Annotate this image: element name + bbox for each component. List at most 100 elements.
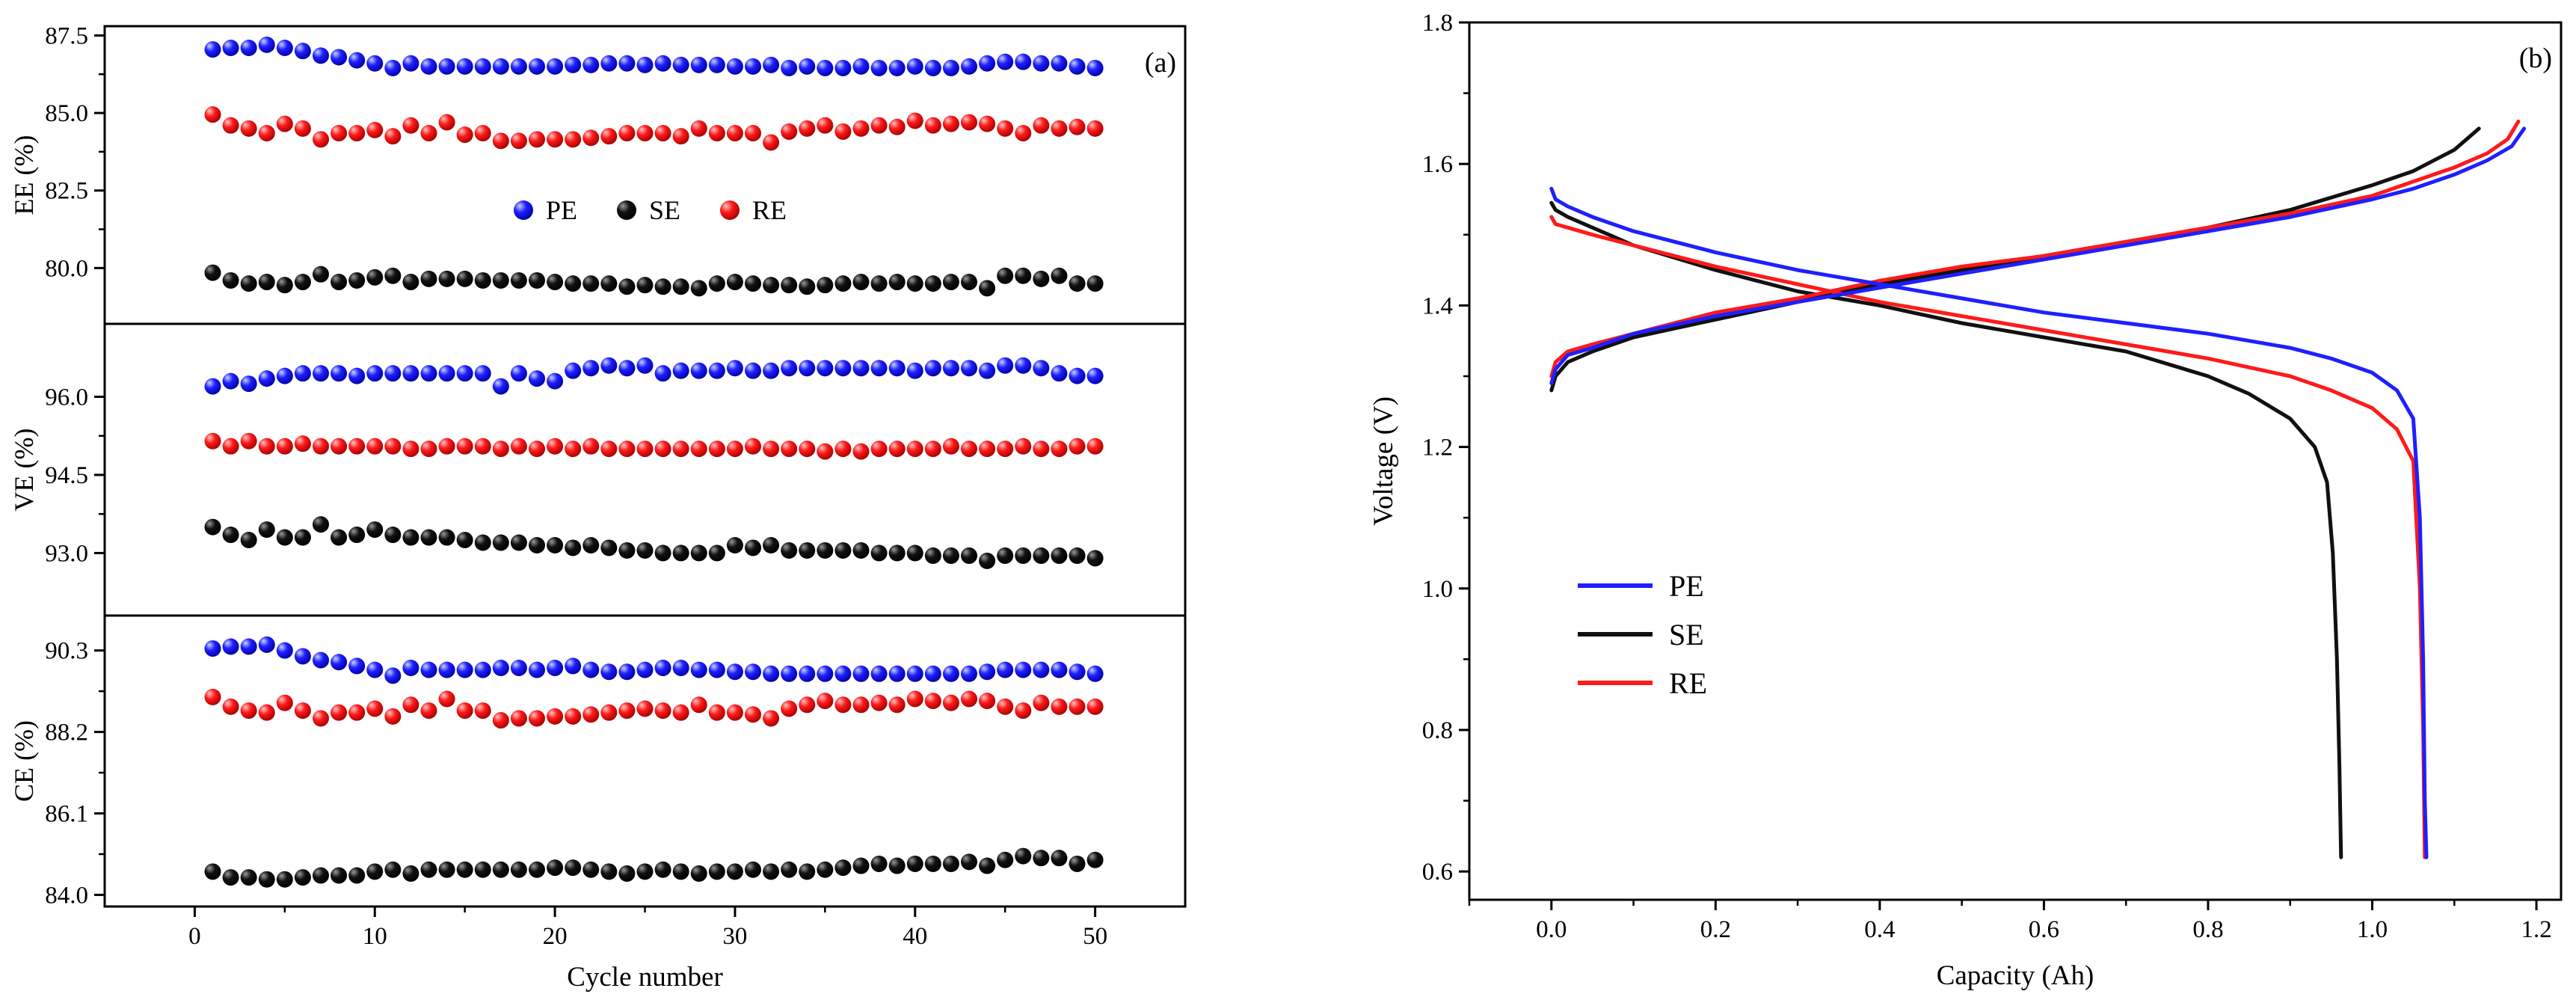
data-point bbox=[1015, 438, 1032, 455]
data-point bbox=[222, 272, 239, 289]
data-point bbox=[331, 125, 348, 142]
data-point bbox=[402, 865, 419, 882]
data-point bbox=[331, 529, 348, 546]
data-point bbox=[618, 441, 636, 458]
data-point bbox=[258, 274, 275, 291]
data-point bbox=[420, 861, 437, 878]
data-point bbox=[1015, 661, 1032, 678]
data-point bbox=[942, 115, 959, 132]
data-point bbox=[258, 370, 275, 387]
data-point bbox=[1069, 118, 1086, 135]
data-point bbox=[799, 278, 816, 295]
data-point bbox=[924, 275, 941, 292]
y-tick-label: 84.0 bbox=[45, 882, 88, 909]
data-point bbox=[294, 365, 311, 382]
data-point bbox=[529, 58, 545, 75]
x-tick-label: 0.0 bbox=[1536, 916, 1567, 943]
data-point bbox=[276, 642, 293, 659]
data-point bbox=[888, 696, 906, 714]
data-point bbox=[1051, 547, 1068, 564]
data-point bbox=[654, 278, 671, 295]
data-point bbox=[781, 665, 798, 682]
data-point bbox=[942, 360, 959, 377]
x-axis-label: Capacity (Ah) bbox=[1937, 960, 2094, 991]
data-point bbox=[348, 125, 366, 142]
data-point bbox=[474, 58, 491, 75]
data-point bbox=[456, 661, 473, 678]
data-point bbox=[582, 360, 600, 377]
data-point bbox=[331, 49, 348, 66]
data-point bbox=[258, 636, 275, 653]
data-point bbox=[492, 58, 509, 75]
data-point bbox=[420, 529, 437, 546]
data-point bbox=[420, 270, 437, 287]
x-tick-label: 10 bbox=[363, 923, 387, 950]
data-point bbox=[942, 665, 959, 682]
data-point bbox=[438, 58, 455, 75]
legend-label-se: SE bbox=[649, 195, 680, 225]
data-point bbox=[240, 275, 257, 292]
data-point bbox=[510, 365, 527, 382]
data-point bbox=[799, 441, 816, 458]
data-point bbox=[600, 704, 618, 721]
data-point bbox=[294, 869, 311, 886]
y-tick-label: 0.8 bbox=[1422, 717, 1453, 744]
data-point bbox=[384, 438, 402, 455]
y-tick-label: 90.3 bbox=[45, 638, 88, 665]
data-point bbox=[942, 855, 959, 872]
data-point bbox=[817, 117, 834, 134]
data-point bbox=[799, 863, 816, 880]
data-point bbox=[745, 663, 761, 681]
data-point bbox=[348, 52, 366, 69]
data-point bbox=[924, 855, 941, 872]
data-point bbox=[942, 547, 959, 564]
data-point bbox=[474, 272, 491, 289]
legend-marker-pe bbox=[514, 200, 533, 220]
data-point bbox=[384, 128, 402, 145]
data-point bbox=[997, 547, 1014, 564]
data-point bbox=[402, 365, 419, 382]
data-point bbox=[690, 545, 707, 562]
data-point bbox=[979, 441, 996, 458]
series-re-markers bbox=[204, 432, 1104, 460]
x-tick-label: 0.6 bbox=[2029, 916, 2059, 943]
data-point bbox=[510, 132, 527, 150]
series-pe-markers bbox=[204, 36, 1104, 76]
data-point bbox=[636, 700, 654, 717]
data-point bbox=[510, 534, 527, 551]
data-point bbox=[294, 120, 311, 137]
data-point bbox=[492, 861, 509, 878]
x-tick-label: 0.8 bbox=[2192, 916, 2223, 943]
data-point bbox=[906, 690, 923, 708]
data-point bbox=[852, 443, 870, 460]
series-pe-markers bbox=[204, 636, 1104, 684]
data-point bbox=[961, 665, 977, 682]
data-point bbox=[348, 438, 366, 455]
data-point bbox=[529, 661, 545, 678]
data-point bbox=[240, 375, 257, 393]
data-point bbox=[690, 661, 707, 678]
data-point bbox=[547, 660, 564, 677]
x-tick-label: 1.0 bbox=[2357, 916, 2388, 943]
data-point bbox=[313, 131, 329, 148]
data-point bbox=[582, 706, 600, 723]
data-point bbox=[384, 365, 402, 382]
data-point bbox=[817, 861, 834, 878]
data-point bbox=[331, 438, 348, 455]
data-point bbox=[420, 125, 437, 142]
data-point bbox=[258, 871, 275, 888]
data-point bbox=[781, 441, 798, 458]
data-point bbox=[420, 58, 437, 75]
data-point bbox=[276, 871, 293, 888]
data-point bbox=[258, 521, 275, 539]
data-point bbox=[672, 441, 689, 458]
series-se-markers bbox=[204, 516, 1104, 569]
data-point bbox=[1069, 547, 1086, 564]
data-point bbox=[888, 118, 906, 135]
data-point bbox=[888, 665, 906, 682]
data-point bbox=[672, 128, 689, 145]
data-point bbox=[582, 861, 600, 878]
data-point bbox=[726, 360, 743, 377]
subplot-ve: 93.0 94.5 96.0VE (%) bbox=[9, 322, 1187, 617]
